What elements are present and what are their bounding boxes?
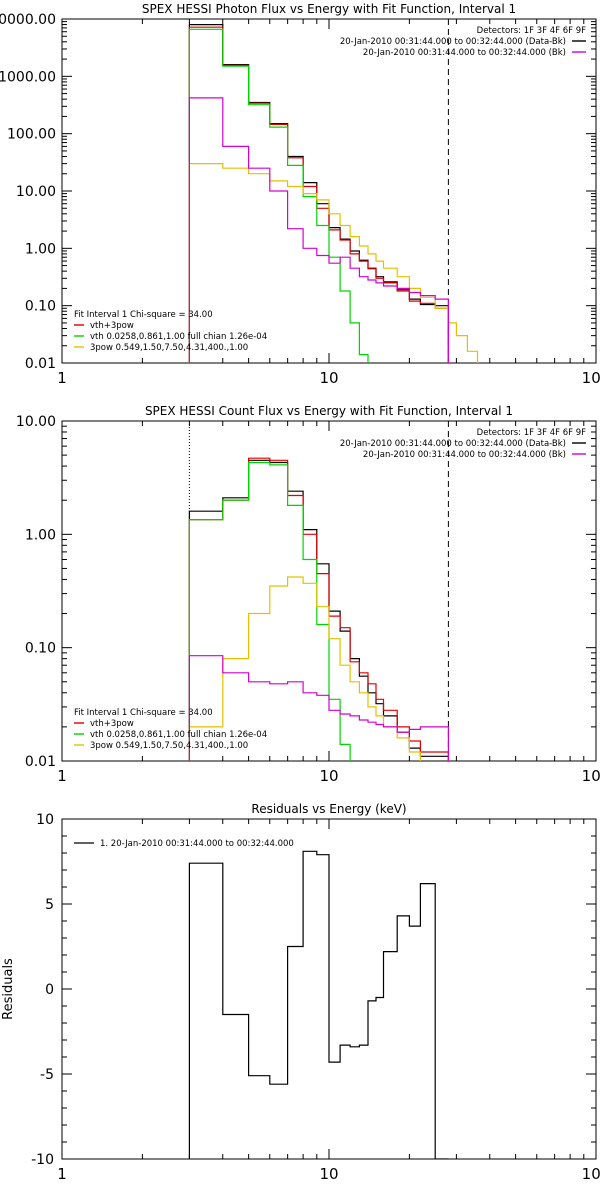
legend-fit-header: Fit Interval 1 Chi-square = 34.00 — [74, 708, 213, 718]
y-tick-label: 10.00 — [16, 414, 56, 430]
y-tick-label: 10 — [36, 812, 54, 828]
y-tick-label: 0000.00 — [0, 12, 56, 28]
series-vth — [188, 28, 369, 363]
x-tick-label: 10 — [319, 767, 338, 785]
x-tick-label: 1 — [57, 767, 67, 785]
legend-top-entry: 20-Jan-2010 00:31:44.000 to 00:32:44.000… — [340, 439, 566, 449]
legend-top-entry: 20-Jan-2010 00:31:44.000 to 00:32:44.000… — [340, 37, 566, 47]
legend-bottom-entry: 3pow 0.549,1.50,7.50,4.31,400.,1.00 — [90, 741, 248, 751]
legend-bottom-entry: vth 0.0258,0.861,1.00 full chian 1.26e-0… — [90, 332, 267, 342]
y-tick-label: -5 — [40, 1067, 54, 1083]
x-tick-label: 100 — [582, 1165, 600, 1183]
legend-bottom-entry: vth 0.0258,0.861,1.00 full chian 1.26e-0… — [90, 730, 267, 740]
chart-panel-2 — [61, 420, 597, 762]
y-tick-label: 0 — [45, 982, 54, 998]
legend-entry: 1. 20-Jan-2010 00:31:44.000 to 00:32:44.… — [100, 839, 294, 849]
series-total — [188, 26, 449, 363]
chart-title: Residuals vs Energy (keV) — [251, 802, 406, 816]
y-tick-label: 0.10 — [25, 641, 56, 657]
x-tick-label: 100 — [582, 369, 600, 387]
y-tick-label: 10.00 — [16, 184, 56, 200]
legend-fit-header: Fit Interval 1 Chi-square = 34.00 — [74, 310, 213, 320]
y-tick-label: 0.01 — [25, 356, 56, 372]
x-tick-label: 100 — [582, 767, 600, 785]
series-pow — [188, 163, 479, 363]
x-tick-label: 10 — [319, 369, 338, 387]
x-tick-label: 1 — [57, 1165, 67, 1183]
x-tick-label: 1 — [57, 369, 67, 387]
legend-top-entry: 20-Jan-2010 00:31:44.000 to 00:32:44.000… — [363, 450, 566, 460]
y-tick-label: 100.00 — [7, 127, 56, 143]
y-tick-label: 1.00 — [25, 241, 56, 257]
series-vth — [188, 461, 351, 761]
series-bk — [188, 655, 449, 761]
legend-top-entry: Detectors: 1F 3F 4F 6F 9F — [477, 26, 586, 36]
legend-bottom-entry: 3pow 0.549,1.50,7.50,4.31,400.,1.00 — [90, 343, 248, 353]
chart-title: SPEX HESSI Count Flux vs Energy with Fit… — [145, 404, 513, 418]
y-tick-label: 0.01 — [25, 754, 56, 770]
x-tick-label: 10 — [319, 1165, 338, 1183]
series-bk — [188, 97, 449, 363]
series-total — [188, 457, 449, 761]
y-tick-label: 5 — [45, 897, 54, 913]
legend-top-entry: 20-Jan-2010 00:31:44.000 to 00:32:44.000… — [363, 48, 566, 58]
legend-bottom-entry: vth+3pow — [90, 719, 134, 729]
series-line-0 — [188, 850, 449, 1159]
chart-title: SPEX HESSI Photon Flux vs Energy with Fi… — [142, 2, 516, 16]
chart-panel-3 — [61, 818, 597, 1160]
y-tick-label: 0.10 — [25, 299, 56, 315]
series-pow — [188, 576, 421, 761]
legend-top-entry: Detectors: 1F 3F 4F 6F 9F — [477, 428, 586, 438]
y-tick-label: -10 — [31, 1152, 54, 1168]
y-tick-label: 1000.00 — [0, 69, 56, 85]
y-tick-label: 1.00 — [25, 527, 56, 543]
chart-panel-1 — [61, 18, 597, 364]
series-data — [188, 24, 449, 363]
y-axis-label: Residuals — [1, 958, 16, 1020]
legend-bottom-entry: vth+3pow — [90, 321, 134, 331]
